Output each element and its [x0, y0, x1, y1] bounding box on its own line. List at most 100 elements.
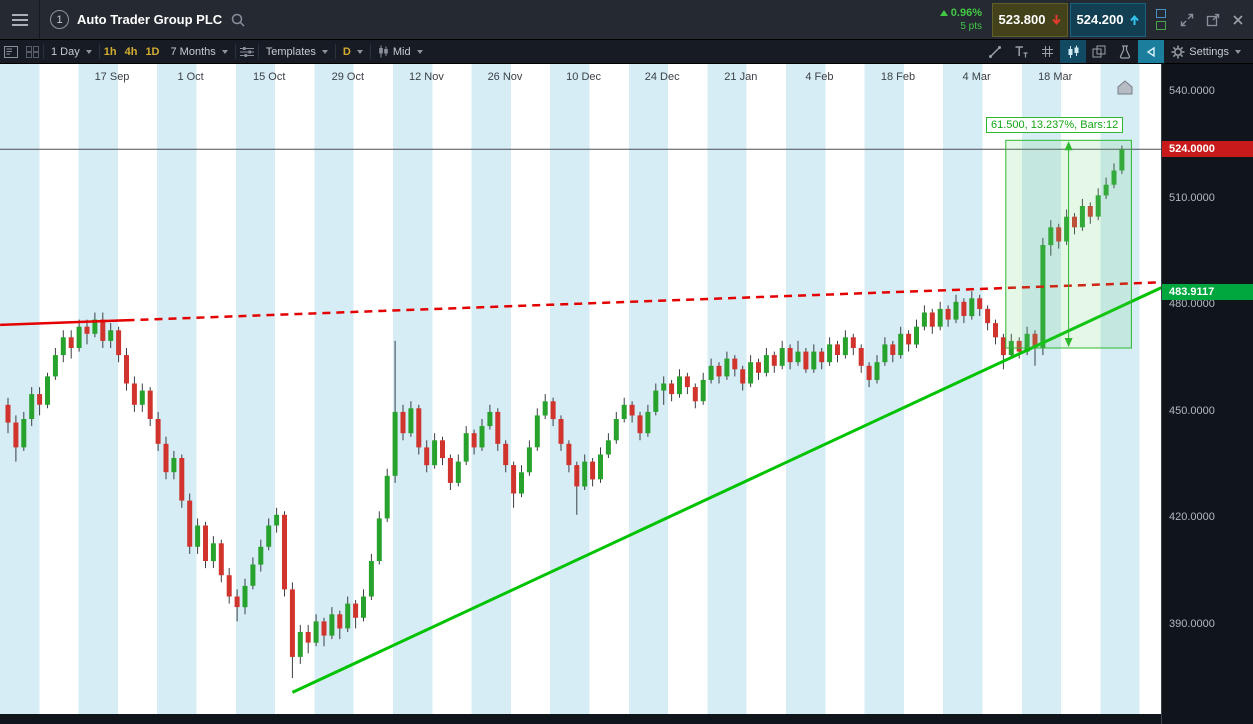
templates-dropdown[interactable]: Templates: [259, 40, 335, 63]
flask-icon: [1120, 44, 1131, 59]
svg-text:10 Dec: 10 Dec: [566, 71, 601, 83]
svg-text:24 Dec: 24 Dec: [645, 71, 680, 83]
fav-period-1d[interactable]: 1D: [141, 40, 163, 63]
menu-button[interactable]: [0, 0, 40, 39]
expand-icon[interactable]: [1180, 13, 1194, 27]
y-axis-label: 480.0000: [1169, 298, 1215, 311]
svg-text:1 Oct: 1 Oct: [177, 71, 203, 83]
separator: [334, 44, 336, 59]
layers-icon: [1092, 45, 1106, 58]
candle-small-icon: [379, 45, 388, 58]
fav-period-label: 1D: [145, 45, 160, 58]
chevron-down-icon: [1235, 49, 1241, 54]
svg-text:21 Jan: 21 Jan: [724, 71, 757, 83]
separator: [43, 44, 44, 59]
interval-dropdown[interactable]: 1 Day: [44, 40, 99, 63]
panel-button[interactable]: [0, 40, 22, 63]
home-icon: [1117, 80, 1133, 95]
fav-period-label: 1h: [103, 45, 117, 58]
analysis-button[interactable]: [1112, 40, 1138, 63]
gear-icon: [1171, 45, 1185, 58]
price-type-dropdown[interactable]: Mid: [371, 40, 430, 63]
search-icon[interactable]: [231, 13, 245, 27]
price-type-label: Mid: [392, 45, 411, 58]
measurement-label[interactable]: 61.500, 13.237%, Bars:12: [986, 117, 1124, 133]
chevron-down-icon: [85, 49, 92, 54]
svg-text:18 Mar: 18 Mar: [1038, 71, 1073, 83]
period-badge: D: [342, 45, 351, 58]
chart-svg[interactable]: 17 Sep 1 Oct 15 Oct 29 Oct 12 Nov 26 Nov 10 De…: [0, 64, 1161, 714]
separator: [98, 44, 100, 59]
svg-text:4 Mar: 4 Mar: [963, 71, 991, 83]
y-axis-label: 450.0000: [1169, 404, 1215, 417]
y-axis-label: 420.0000: [1169, 511, 1215, 524]
sliders-button[interactable]: [236, 40, 258, 63]
y-axis-label: 510.0000: [1169, 191, 1215, 204]
fav-period-label: 4h: [124, 45, 138, 58]
chart-area: 17 Sep 1 Oct 15 Oct 29 Oct 12 Nov 26 Nov 10 De…: [0, 64, 1253, 724]
linked-windows-icons[interactable]: [1156, 9, 1166, 30]
instrument-count-badge[interactable]: 1: [50, 10, 69, 29]
popout-icon[interactable]: [1206, 13, 1220, 27]
text-tool-button[interactable]: [1008, 40, 1034, 63]
range-label: 7 Months: [170, 45, 216, 58]
range-dropdown[interactable]: 7 Months: [164, 40, 235, 63]
chart-toolbar: 1 Day 1h 4h 1D 7 Months Templates D M: [0, 40, 1253, 64]
svg-text:17 Sep: 17 Sep: [95, 71, 130, 83]
trendline-tool-button[interactable]: [982, 40, 1008, 63]
svg-text:26 Nov: 26 Nov: [488, 71, 523, 83]
change-points: 5 pts: [960, 20, 982, 32]
toolbar-right-tools: Settings: [982, 40, 1253, 63]
chevron-down-icon: [356, 49, 363, 54]
close-icon[interactable]: [1232, 14, 1244, 26]
separator: [257, 44, 259, 59]
y-axis-label: 540.0000: [1169, 85, 1215, 98]
chart-background-stripes: [0, 64, 1161, 714]
up-triangle-icon: [939, 9, 948, 16]
separator: [234, 44, 236, 59]
svg-text:4 Feb: 4 Feb: [805, 71, 833, 83]
current-price-badge: 524.0000: [1162, 141, 1253, 158]
separator: [369, 44, 371, 59]
instrument-title: Auto Trader Group PLC: [77, 12, 223, 27]
sell-button[interactable]: 523.800: [992, 2, 1068, 37]
buy-button[interactable]: 524.200: [1070, 2, 1146, 37]
chevron-down-icon: [221, 49, 228, 54]
price-axis[interactable]: 540.0000 510.0000 480.0000 450.0000 420.0000…: [1161, 64, 1253, 724]
compare-button[interactable]: [1086, 40, 1112, 63]
linked-chart-icon: [1156, 9, 1166, 18]
fav-period-1h[interactable]: 1h: [100, 40, 121, 63]
trendline-value-badge: 483.9117: [1162, 283, 1253, 300]
chart-plot[interactable]: 17 Sep 1 Oct 15 Oct 29 Oct 12 Nov 26 Nov 10 De…: [0, 64, 1161, 724]
instrument-count: 1: [56, 13, 63, 26]
fav-period-4h[interactable]: 4h: [121, 40, 142, 63]
settings-dropdown[interactable]: Settings: [1164, 40, 1253, 63]
chart-type-candlestick-button[interactable]: [1060, 40, 1087, 63]
chevron-down-icon: [416, 49, 423, 54]
interval-label: 1 Day: [51, 45, 80, 58]
trendline-tool-icon: [989, 45, 1002, 58]
svg-text:15 Oct: 15 Oct: [253, 71, 285, 83]
candlestick-tool-icon: [1068, 45, 1079, 58]
svg-text:29 Oct: 29 Oct: [332, 71, 364, 83]
linked-ticket-icon: [1156, 21, 1166, 30]
grid-layout-button[interactable]: [22, 40, 43, 63]
buy-arrow-icon: [1129, 14, 1139, 25]
templates-label: Templates: [265, 45, 316, 58]
grid-tool-icon: [1041, 46, 1053, 57]
change-percent: 0.96%: [950, 6, 982, 19]
buy-price: 524.200: [1076, 12, 1124, 27]
chevron-down-icon: [321, 49, 328, 54]
period-badge-dropdown[interactable]: D: [336, 40, 370, 63]
grid-tool-button[interactable]: [1034, 40, 1060, 63]
price-change-block: 0.96% 5 pts: [939, 6, 982, 33]
text-tool-icon: [1015, 46, 1028, 58]
sell-arrow-icon: [1051, 14, 1061, 25]
menu-icon: [11, 13, 28, 26]
cursor-tool-button[interactable]: [1138, 40, 1165, 63]
sliders-icon: [239, 46, 254, 57]
header: 1 Auto Trader Group PLC 0.96% 5 pts 523.…: [0, 0, 1253, 40]
scroll-to-latest-button[interactable]: [1116, 80, 1134, 100]
settings-label: Settings: [1189, 45, 1229, 58]
grid-layout-icon: [26, 45, 39, 58]
